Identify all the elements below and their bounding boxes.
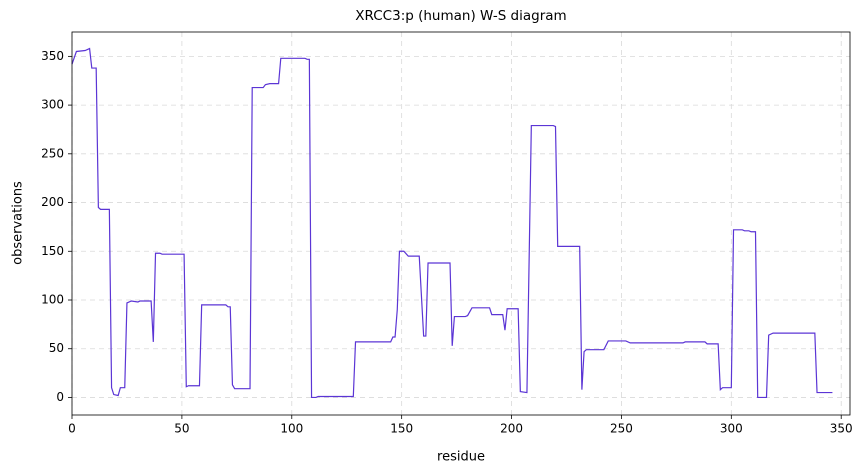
plot-frame: [71, 31, 851, 416]
y-tick-label: 200: [41, 195, 64, 209]
x-tick-label: 100: [280, 422, 303, 436]
x-axis-label: residue: [437, 450, 485, 465]
x-tick-label: 200: [500, 422, 523, 436]
y-tick-label: 50: [49, 341, 64, 355]
x-tick-label: 350: [830, 422, 853, 436]
y-tick-label: 300: [41, 98, 64, 112]
chart-title: XRCC3:p (human) W-S diagram: [355, 8, 566, 24]
x-tick-label: 150: [390, 422, 413, 436]
x-tick-label: 250: [610, 422, 633, 436]
x-tick-label: 0: [68, 422, 76, 436]
y-tick-label: 0: [56, 390, 64, 404]
y-tick-label: 100: [41, 293, 64, 307]
y-tick-label: 150: [41, 244, 64, 258]
x-tick-label: 50: [174, 422, 189, 436]
x-tick-label: 300: [720, 422, 743, 436]
data-line: [71, 47, 833, 399]
y-tick-label: 250: [41, 146, 64, 160]
y-axis-label: observations: [11, 181, 26, 265]
y-tick-label: 350: [41, 49, 64, 63]
